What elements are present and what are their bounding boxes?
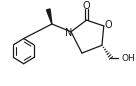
Text: OH: OH [122, 54, 136, 63]
Text: N: N [66, 28, 73, 38]
Text: O: O [83, 1, 90, 11]
Text: O: O [104, 20, 112, 30]
Polygon shape [47, 9, 52, 24]
